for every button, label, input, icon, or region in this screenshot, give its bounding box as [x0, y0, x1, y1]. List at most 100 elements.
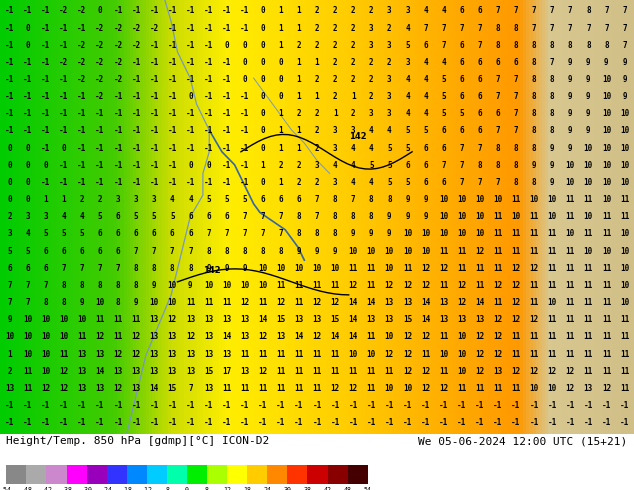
- Text: 13: 13: [204, 350, 213, 359]
- Text: 11: 11: [584, 229, 593, 239]
- Text: 11: 11: [457, 384, 467, 393]
- Text: 2: 2: [333, 92, 337, 101]
- Text: 11: 11: [602, 316, 611, 324]
- Text: 13: 13: [204, 333, 213, 342]
- Text: 12: 12: [457, 298, 467, 307]
- Text: 10: 10: [294, 264, 304, 273]
- Text: 11: 11: [602, 367, 611, 376]
- Text: 11: 11: [584, 316, 593, 324]
- Text: 12: 12: [512, 281, 521, 290]
- Bar: [268, 465, 287, 484]
- Text: 12: 12: [512, 316, 521, 324]
- Text: 11: 11: [294, 367, 304, 376]
- Bar: [187, 465, 207, 484]
- Bar: [207, 465, 227, 484]
- Text: 7: 7: [188, 246, 193, 256]
- Text: 8: 8: [205, 487, 209, 490]
- Text: 4: 4: [424, 6, 428, 15]
- Text: -1: -1: [113, 144, 122, 153]
- Text: 13: 13: [366, 316, 376, 324]
- Text: 11: 11: [403, 264, 412, 273]
- Text: -1: -1: [258, 418, 268, 427]
- Text: 4: 4: [351, 178, 356, 187]
- Text: 6: 6: [188, 212, 193, 221]
- Text: 6: 6: [61, 246, 66, 256]
- Text: 7: 7: [188, 384, 193, 393]
- Text: 11: 11: [602, 281, 611, 290]
- Text: -2: -2: [131, 41, 141, 49]
- Bar: [287, 465, 307, 484]
- Text: -1: -1: [95, 126, 105, 136]
- Text: 11: 11: [113, 333, 122, 342]
- Text: 7: 7: [170, 246, 174, 256]
- Text: 10: 10: [385, 246, 394, 256]
- Text: -1: -1: [167, 109, 177, 118]
- Text: 7: 7: [496, 178, 500, 187]
- Text: 10: 10: [548, 195, 557, 204]
- Text: 11: 11: [566, 246, 575, 256]
- Text: -1: -1: [240, 126, 249, 136]
- Text: 10: 10: [150, 298, 159, 307]
- Text: 7: 7: [278, 229, 283, 239]
- Text: 0: 0: [25, 144, 30, 153]
- Text: 6: 6: [43, 246, 48, 256]
- Text: 4: 4: [441, 6, 446, 15]
- Text: 10: 10: [566, 161, 575, 170]
- Text: -1: -1: [439, 401, 448, 410]
- Text: 9: 9: [297, 246, 301, 256]
- Text: 7: 7: [514, 6, 518, 15]
- Text: 12: 12: [258, 333, 268, 342]
- Text: 11: 11: [493, 212, 503, 221]
- Text: 12: 12: [421, 367, 430, 376]
- Text: -1: -1: [240, 92, 249, 101]
- Text: 7: 7: [134, 246, 138, 256]
- Text: -1: -1: [131, 6, 141, 15]
- Text: -2: -2: [95, 58, 105, 67]
- Text: 9: 9: [568, 109, 573, 118]
- Text: 7: 7: [604, 24, 609, 32]
- Text: -2: -2: [131, 24, 141, 32]
- Text: 12: 12: [276, 298, 285, 307]
- Text: 9: 9: [134, 298, 138, 307]
- Bar: [347, 465, 368, 484]
- Text: 11: 11: [95, 316, 105, 324]
- Text: -1: -1: [620, 401, 629, 410]
- Text: -1: -1: [59, 75, 68, 84]
- Text: -1: -1: [150, 58, 159, 67]
- Text: -1: -1: [23, 126, 32, 136]
- Text: 11: 11: [366, 281, 376, 290]
- Text: 0: 0: [278, 58, 283, 67]
- Text: 10: 10: [258, 281, 268, 290]
- Text: 8: 8: [134, 264, 138, 273]
- Text: 5: 5: [43, 229, 48, 239]
- Text: 9: 9: [351, 229, 356, 239]
- Text: 12: 12: [493, 350, 503, 359]
- Text: 11: 11: [113, 316, 122, 324]
- Text: 13: 13: [167, 367, 177, 376]
- Text: 9: 9: [333, 246, 337, 256]
- Text: 10: 10: [602, 109, 611, 118]
- Text: 5: 5: [224, 195, 229, 204]
- Text: 8: 8: [514, 41, 518, 49]
- Text: -1: -1: [475, 401, 484, 410]
- Text: -1: -1: [330, 418, 340, 427]
- Text: 11: 11: [186, 298, 195, 307]
- Text: -1: -1: [186, 75, 195, 84]
- Text: 7: 7: [550, 24, 555, 32]
- Text: 2: 2: [297, 109, 301, 118]
- Text: 10: 10: [5, 333, 14, 342]
- Text: 11: 11: [584, 333, 593, 342]
- Text: 11: 11: [602, 333, 611, 342]
- Text: -30: -30: [81, 487, 93, 490]
- Text: 8: 8: [206, 246, 210, 256]
- Text: -2: -2: [95, 24, 105, 32]
- Text: 11: 11: [475, 264, 484, 273]
- Text: -1: -1: [150, 418, 159, 427]
- Text: 0: 0: [25, 195, 30, 204]
- Text: 11: 11: [602, 229, 611, 239]
- Text: -1: -1: [150, 75, 159, 84]
- Text: -1: -1: [548, 418, 557, 427]
- Text: -2: -2: [113, 75, 122, 84]
- Text: 142: 142: [203, 266, 221, 275]
- Text: 7: 7: [242, 212, 247, 221]
